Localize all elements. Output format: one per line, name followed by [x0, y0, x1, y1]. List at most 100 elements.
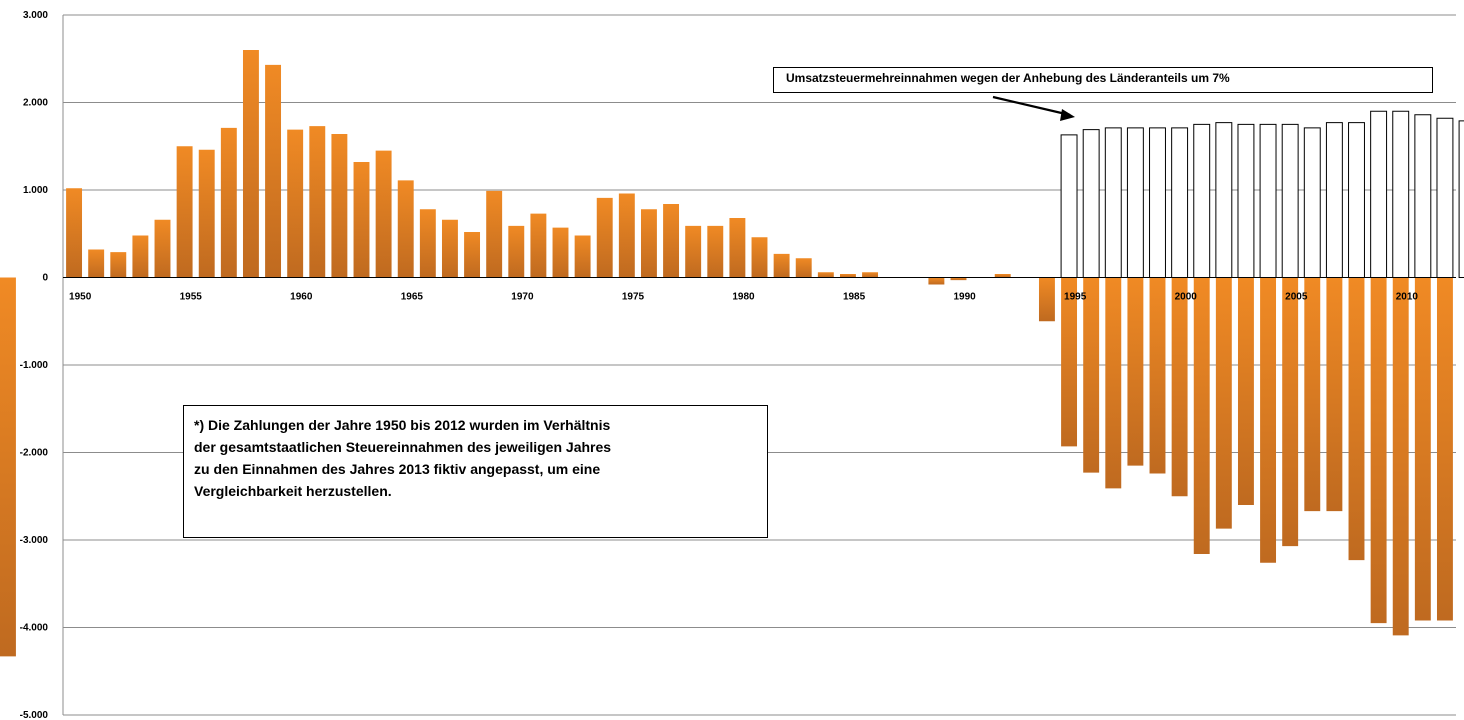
bar-1980 [729, 218, 746, 278]
bar-1982 [773, 253, 790, 278]
bar-1977 [663, 204, 680, 278]
x-tick-label: 1950 [69, 292, 92, 303]
x-tick-label: 2010 [1396, 292, 1419, 303]
y-tick-label: 1.000 [23, 185, 48, 196]
y-tick-label: -4.000 [20, 623, 49, 634]
footnote-line: Vergleichbarkeit herzustellen. [194, 483, 392, 499]
bar-1983 [795, 258, 812, 278]
bar-1960 [287, 129, 304, 278]
bar-1995 [1061, 277, 1078, 447]
axes [62, 15, 1456, 715]
y-tick-label: -2.000 [20, 448, 49, 459]
bars [0, 50, 1453, 657]
x-tick-label: 1965 [401, 292, 424, 303]
outline-bar-2004 [1259, 123, 1277, 278]
bar-1964 [375, 150, 392, 278]
outline-bar-1997 [1104, 127, 1122, 278]
bar-1985 [839, 274, 856, 278]
bar-undefined [0, 277, 16, 657]
bar-1997 [1105, 277, 1122, 489]
bar-1994 [1038, 277, 1055, 322]
callout-text: Umsatzsteuermehreinnahmen wegen der Anhe… [786, 71, 1230, 85]
bar-1961 [309, 126, 326, 278]
bar-2012 [1436, 277, 1453, 621]
y-tick-label: 2.000 [23, 98, 48, 109]
x-tick-label: 1985 [843, 292, 866, 303]
bar-1973 [574, 235, 591, 278]
footnote-annotation: *) Die Zahlungen der Jahre 1950 bis 2012… [183, 405, 768, 538]
bar-1989 [928, 277, 945, 285]
bar-1951 [88, 249, 105, 278]
bar-1957 [220, 127, 237, 278]
x-tick-label: 1960 [290, 292, 313, 303]
bar-1975 [618, 193, 635, 278]
bar-1953 [132, 235, 149, 278]
footnote-line: *) Die Zahlungen der Jahre 1950 bis 2012… [194, 417, 611, 433]
outline-bar-2008 [1348, 122, 1365, 278]
bar-1974 [596, 197, 613, 278]
bar-1972 [552, 227, 569, 278]
bar-2003 [1237, 277, 1254, 505]
outline-bar-1995 [1060, 134, 1078, 278]
bar-1966 [419, 209, 436, 278]
bar-1954 [154, 219, 171, 278]
y-tick-label: 0 [42, 273, 48, 284]
bar-1971 [530, 213, 547, 278]
bar-1998 [1127, 277, 1144, 466]
bar-2011 [1414, 277, 1431, 621]
x-tick-label: 1980 [732, 292, 755, 303]
bar-2008 [1348, 277, 1365, 561]
bar-2009 [1370, 277, 1387, 624]
footnote-line: der gesamtstaatlichen Steuereinnahmen de… [194, 439, 612, 455]
bar-2004 [1260, 277, 1277, 563]
callout-annotation: Umsatzsteuermehreinnahmen wegen der Anhe… [773, 67, 1433, 93]
bar-1963 [353, 162, 370, 278]
x-tick-label: 1955 [180, 292, 203, 303]
bar-2005 [1282, 277, 1299, 547]
callout-arrow [992, 95, 1075, 121]
outline-bar-2012 [1436, 117, 1454, 278]
bar-1950 [66, 188, 83, 278]
x-tick-label: 1970 [511, 292, 534, 303]
bar-1978 [685, 225, 702, 278]
outline-bar-2000 [1171, 127, 1189, 278]
bar-1965 [397, 180, 414, 278]
bar-2007 [1326, 277, 1343, 512]
y-tick-label: -5.000 [20, 710, 49, 720]
bar-1959 [265, 64, 282, 278]
bar-1986 [862, 272, 879, 278]
y-tick-label: -3.000 [20, 535, 49, 546]
bar-1962 [331, 134, 348, 278]
x-tick-label: 2000 [1175, 292, 1198, 303]
bar-1967 [441, 219, 458, 278]
x-tick-label: 1995 [1064, 292, 1087, 303]
bar-1970 [508, 225, 525, 278]
bar-1992 [994, 274, 1011, 278]
outline-bar-1998 [1126, 127, 1144, 278]
bar-1976 [640, 209, 657, 278]
outline-bar-2013 [1458, 120, 1464, 278]
bar-2002 [1215, 277, 1232, 529]
footnote-line: zu den Einnahmen des Jahres 2013 fiktiv … [194, 461, 601, 477]
tick-labels: 3.000 2.000 1.000 0 -1.000 -2.000 -3.000 -4.000… [20, 10, 1419, 720]
outline-bar-2005 [1281, 123, 1299, 278]
outline-bar-2011 [1414, 114, 1432, 278]
outline-bars [1060, 110, 1464, 278]
bar-1958 [242, 50, 259, 278]
outline-bar-2009 [1370, 110, 1388, 278]
outline-bar-2007 [1325, 122, 1343, 278]
outline-bar-1996 [1082, 129, 1100, 278]
bar-1956 [198, 149, 215, 278]
outline-bar-1999 [1149, 127, 1166, 278]
outline-bar-2002 [1215, 122, 1233, 278]
bar-2001 [1193, 277, 1210, 554]
outline-bar-2010 [1392, 110, 1410, 278]
outline-bar-2001 [1193, 123, 1211, 278]
bar-1955 [176, 146, 193, 278]
x-tick-label: 2005 [1285, 292, 1308, 303]
bar-1979 [707, 225, 724, 278]
x-tick-label: 1990 [954, 292, 977, 303]
bar-2006 [1304, 277, 1321, 512]
bar-2000 [1171, 277, 1188, 497]
